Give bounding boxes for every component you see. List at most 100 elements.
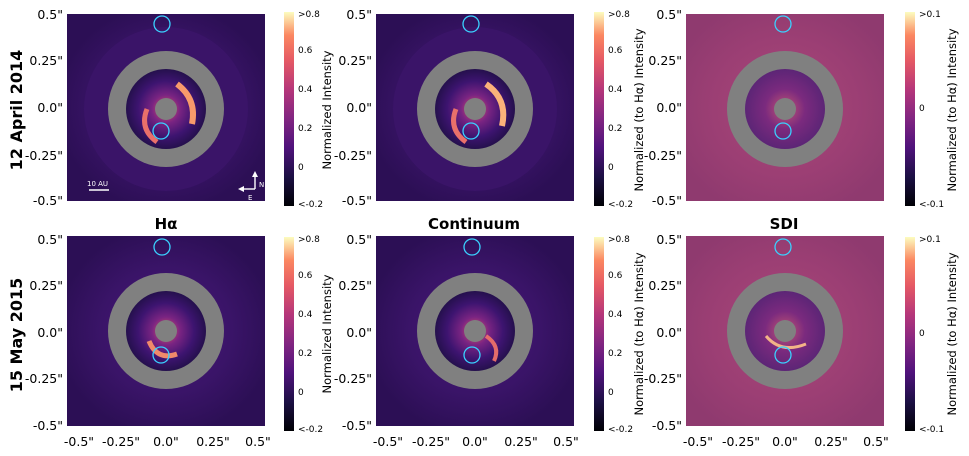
tick: 0.5": [553, 434, 579, 449]
colorbar-continuum-2015: >0.8 0.6 0.4 0.2 0 <-0.2 Normalized (to …: [594, 235, 646, 435]
tick: 0.25": [29, 278, 63, 293]
tick: 0.25": [338, 278, 372, 293]
colorbar-label: Normalized Intensity: [320, 50, 334, 169]
colorbar-tick: 0: [298, 163, 304, 173]
colorbar-tick: >0.1: [919, 235, 941, 245]
colorbar-tick: 0.6: [298, 46, 313, 56]
tick: 0.0": [462, 434, 488, 449]
y-axis-ticks: 0.5" 0.25" 0.0" -0.25" -0.5" 0.5" 0.25" …: [25, 7, 682, 433]
tick: 0.25": [196, 434, 230, 449]
panel-2014-halpha: 10 AU N E: [67, 14, 265, 202]
panel-2015-halpha: [67, 236, 265, 426]
panel-2014-continuum: [376, 14, 574, 201]
colorbar-label: Normalized Intensity: [320, 274, 334, 393]
tick: -0.5": [64, 434, 94, 449]
tick: -0.25": [334, 148, 372, 163]
colorbar-tick: 0.2: [608, 124, 622, 134]
tick: -0.5": [342, 193, 372, 208]
colorbar-continuum-2014: >0.8 0.6 0.4 0.2 0 <-0.2 Normalized (to …: [594, 10, 646, 210]
tick: 0.5": [346, 232, 372, 247]
colorbar-label: Normalized (to Hα) Intensity: [945, 28, 959, 191]
tick: -0.5": [652, 418, 682, 433]
tick: 0.5": [37, 232, 63, 247]
colorbar-tick: 0: [298, 388, 304, 398]
tick: 0.0": [37, 325, 63, 340]
tick: -0.5": [33, 193, 63, 208]
tick: 0.0": [772, 434, 798, 449]
colorbar-tick: <-0.1: [919, 425, 944, 435]
colorbar-tick: <-0.1: [919, 200, 944, 210]
tick: -0.25": [25, 371, 63, 386]
panel-2014-sdi: [686, 14, 884, 201]
colorbar-tick: 0.2: [298, 124, 312, 134]
colorbar-tick: 0.6: [298, 271, 313, 281]
marker-circle-top: [153, 15, 171, 33]
colorbar-tick: >0.8: [608, 10, 630, 20]
tick: 0.25": [648, 53, 682, 68]
colorbar-tick: 0: [608, 163, 614, 173]
colorbar-tick: <-0.2: [608, 425, 633, 435]
colorbar-tick: 0.4: [608, 310, 623, 320]
tick: -0.25": [644, 371, 682, 386]
tick: 0.25": [648, 278, 682, 293]
tick: 0.5": [245, 434, 271, 449]
tick: -0.5": [373, 434, 403, 449]
tick: -0.25": [102, 434, 140, 449]
column-title-continuum: Continuum: [428, 215, 520, 233]
tick: 0.0": [656, 100, 682, 115]
tick: 0.5": [346, 7, 372, 22]
tick: -0.5": [652, 193, 682, 208]
colorbar-tick: >0.1: [919, 10, 941, 20]
row-label-2014: 12 April 2014: [7, 50, 26, 171]
colorbar-tick: >0.8: [298, 10, 320, 20]
tick: 0.5": [656, 7, 682, 22]
tick: 0.5": [37, 7, 63, 22]
panel-2015-continuum: [376, 236, 574, 426]
colorbar-tick: 0.4: [298, 85, 313, 95]
tick: 0.0": [346, 100, 372, 115]
panel-2015-sdi: [686, 236, 884, 426]
tick: 0.25": [29, 53, 63, 68]
colorbar-halpha-2014: >0.8 0.6 0.4 0.2 0 <-0.2 Normalized Inte…: [284, 10, 334, 210]
tick: -0.5": [683, 434, 713, 449]
colorbar-label: Normalized (to Hα) Intensity: [632, 28, 646, 191]
colorbar-tick: <-0.2: [608, 200, 633, 210]
tick: 0.25": [814, 434, 848, 449]
colorbar-label: Normalized (to Hα) Intensity: [945, 252, 959, 415]
tick: 0.0": [656, 325, 682, 340]
colorbar-tick: 0: [919, 329, 925, 339]
colorbar-tick: 0.2: [298, 349, 312, 359]
compass-east-label: E: [248, 194, 252, 202]
row-label-2015: 15 May 2015: [7, 278, 26, 393]
tick: 0.5": [656, 232, 682, 247]
tick: -0.25": [334, 371, 372, 386]
colorbar-label: Normalized (to Hα) Intensity: [632, 252, 646, 415]
colorbar-tick: 0.4: [608, 85, 623, 95]
tick: 0.0": [346, 325, 372, 340]
tick: 0.0": [153, 434, 179, 449]
tick: -0.25": [25, 148, 63, 163]
colorbar-tick: 0.6: [608, 271, 623, 281]
tick: 0.5": [863, 434, 889, 449]
tick: -0.25": [644, 148, 682, 163]
colorbar-tick: 0.2: [608, 349, 622, 359]
tick: -0.5": [342, 418, 372, 433]
column-title-sdi: SDI: [770, 215, 799, 233]
tick: 0.25": [504, 434, 538, 449]
colorbar-tick: 0: [919, 104, 925, 114]
colorbar-sdi-2015: >0.1 0 <-0.1 Normalized (to Hα) Intensit…: [905, 235, 959, 435]
tick: 0.0": [37, 100, 63, 115]
colorbar-tick: 0.6: [608, 46, 623, 56]
scale-bar-label: 10 AU: [87, 180, 108, 188]
tick: -0.5": [33, 418, 63, 433]
colorbar-tick: >0.8: [298, 235, 320, 245]
column-title-halpha: Hα: [155, 215, 178, 233]
colorbar-tick: 0: [608, 388, 614, 398]
compass-north-label: N: [259, 181, 264, 189]
marker-circle-companion: [152, 122, 170, 140]
tick: -0.25": [412, 434, 450, 449]
colorbar-tick: <-0.2: [298, 425, 323, 435]
colorbar-halpha-2015: >0.8 0.6 0.4 0.2 0 <-0.2 Normalized Inte…: [284, 235, 334, 435]
colorbar-tick: <-0.2: [298, 200, 323, 210]
